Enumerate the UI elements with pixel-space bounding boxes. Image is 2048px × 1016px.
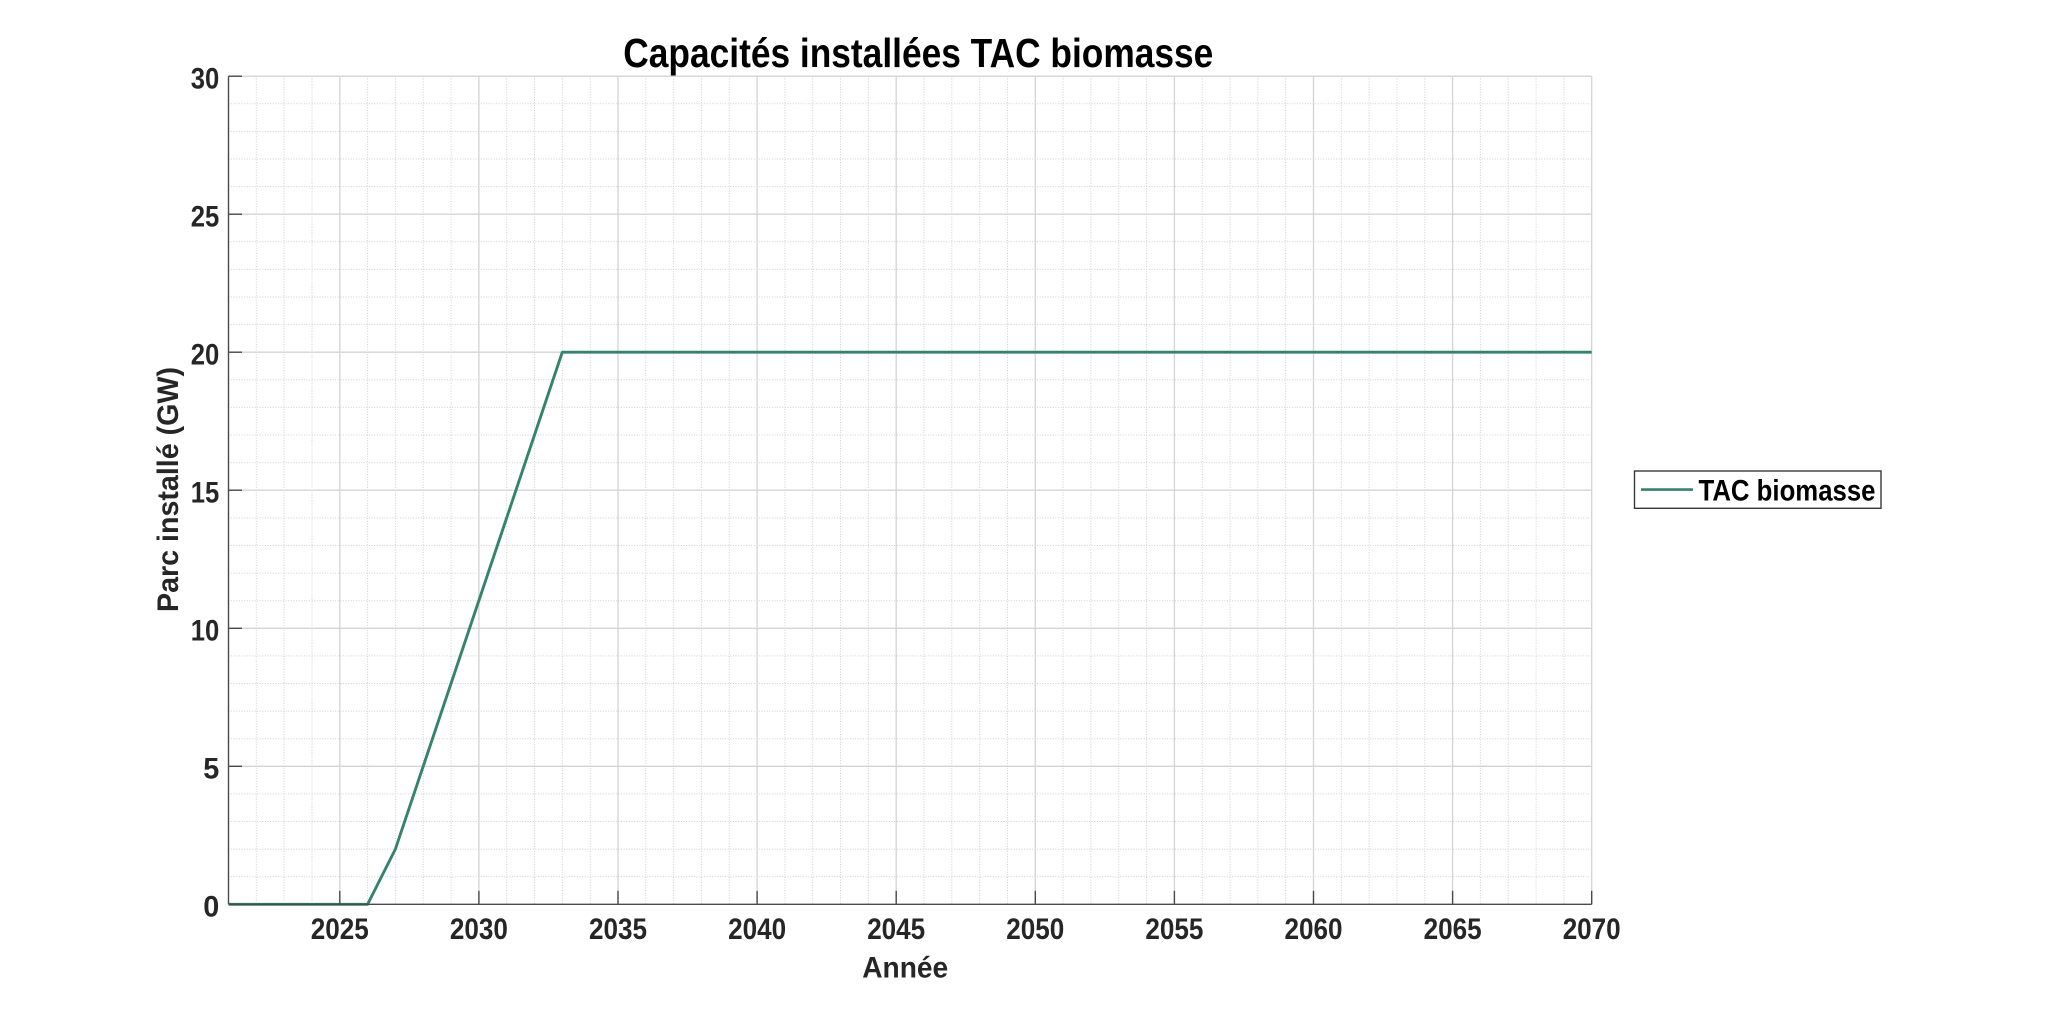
svg-text:2065: 2065 bbox=[1424, 913, 1482, 946]
svg-text:10: 10 bbox=[191, 615, 220, 648]
svg-text:30: 30 bbox=[191, 62, 220, 95]
svg-text:Capacités installées TAC bioma: Capacités installées TAC biomasse bbox=[623, 30, 1213, 76]
svg-text:2030: 2030 bbox=[450, 913, 508, 946]
svg-text:2050: 2050 bbox=[1006, 913, 1064, 946]
svg-text:2025: 2025 bbox=[311, 913, 369, 946]
svg-text:Année: Année bbox=[862, 951, 948, 984]
svg-text:Parc installé (GW): Parc installé (GW) bbox=[152, 367, 185, 612]
svg-text:0: 0 bbox=[203, 891, 219, 924]
svg-text:TAC biomasse: TAC biomasse bbox=[1699, 475, 1876, 508]
svg-text:2040: 2040 bbox=[728, 913, 786, 946]
svg-text:20: 20 bbox=[191, 338, 220, 371]
svg-text:2060: 2060 bbox=[1285, 913, 1343, 946]
svg-text:15: 15 bbox=[191, 476, 220, 509]
svg-text:2045: 2045 bbox=[867, 913, 925, 946]
svg-text:5: 5 bbox=[203, 753, 219, 786]
svg-text:25: 25 bbox=[191, 200, 220, 233]
svg-text:2055: 2055 bbox=[1145, 913, 1203, 946]
svg-text:2035: 2035 bbox=[589, 913, 647, 946]
svg-text:2070: 2070 bbox=[1563, 913, 1621, 946]
